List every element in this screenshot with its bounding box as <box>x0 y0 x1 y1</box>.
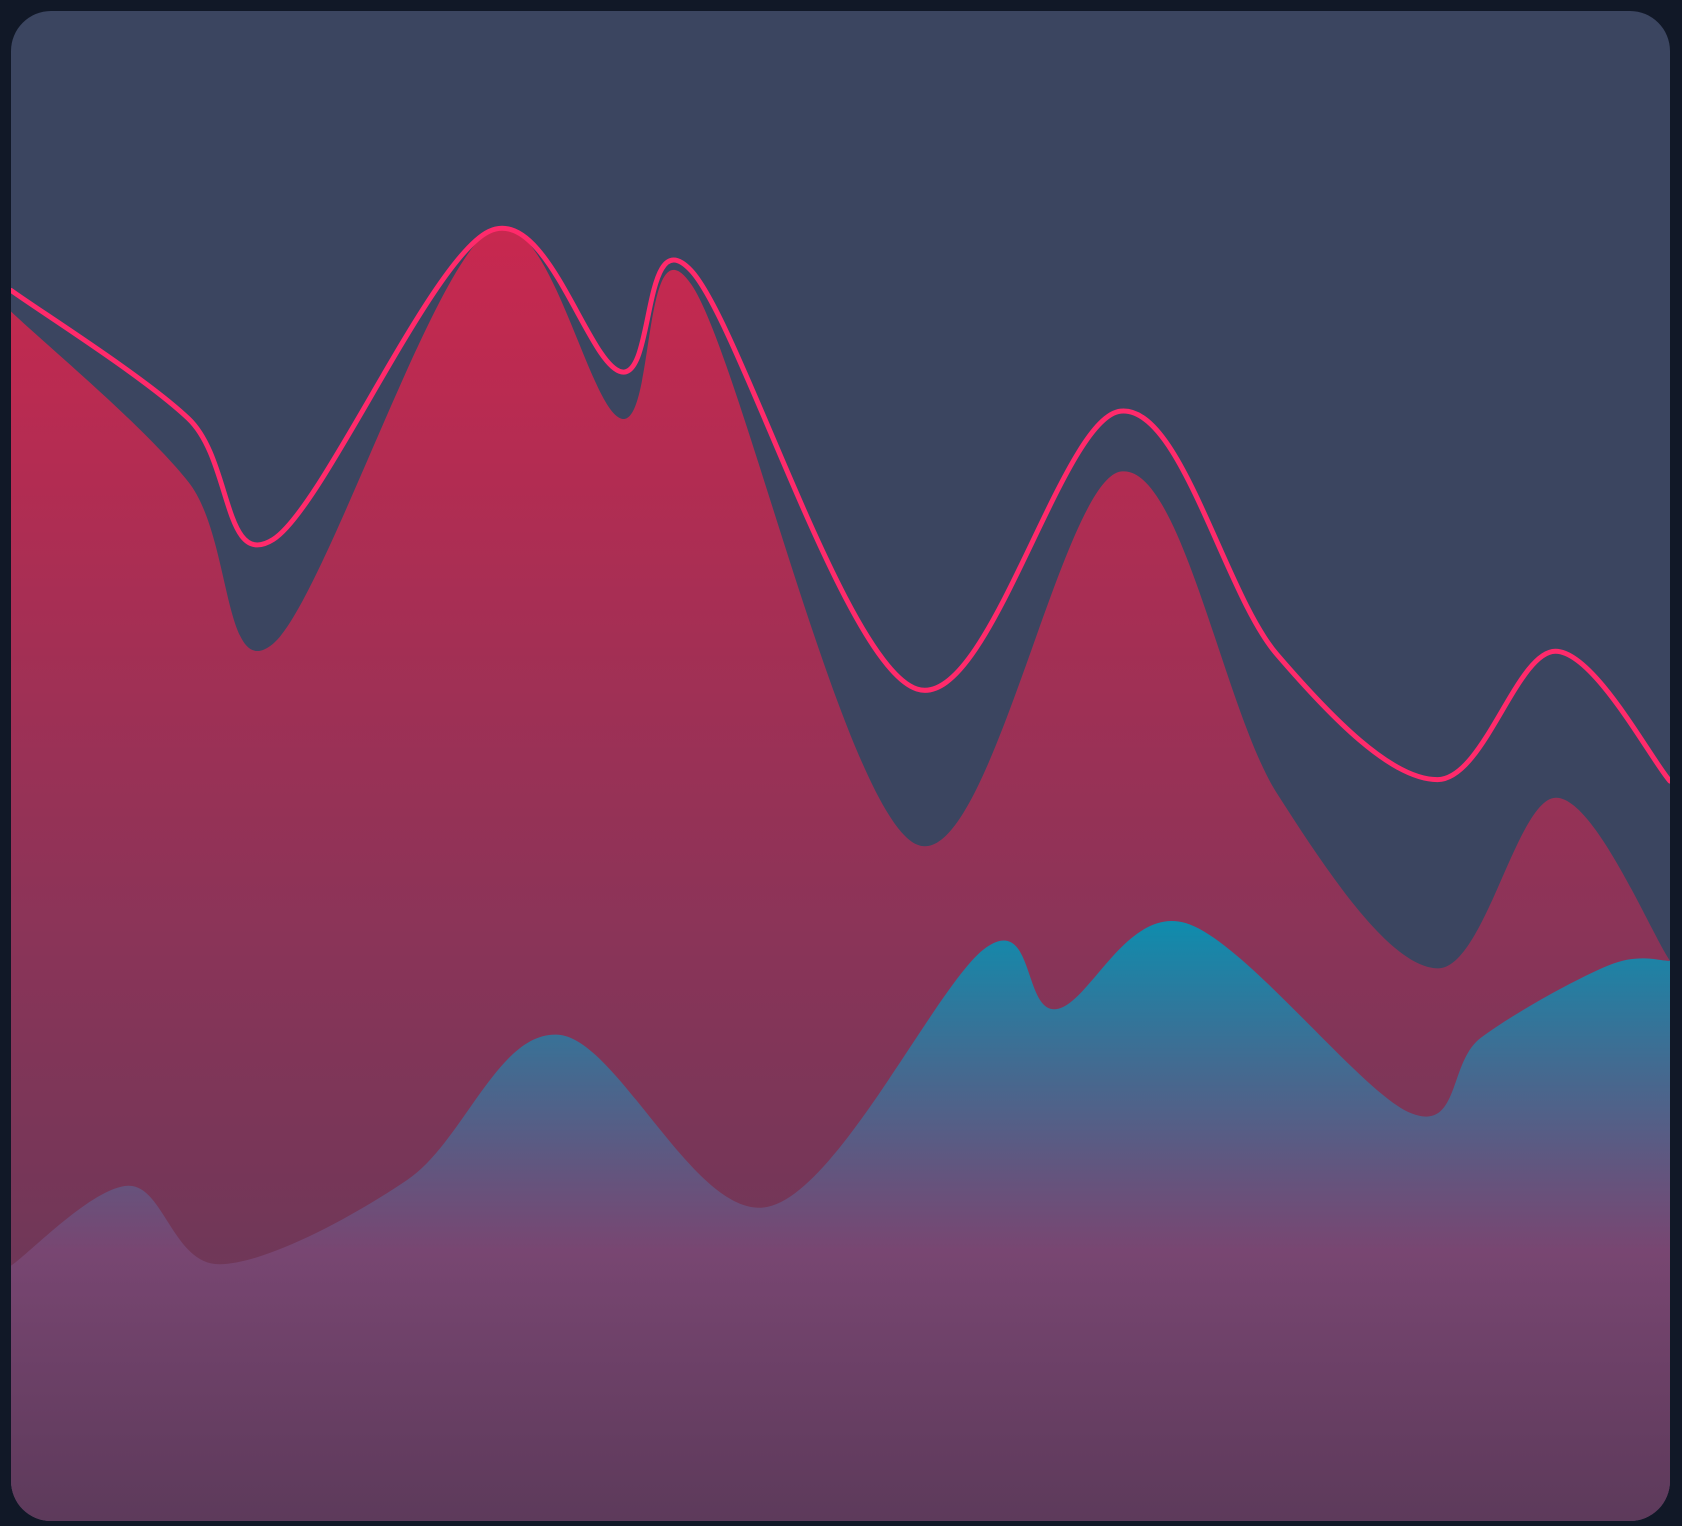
area <box>11 921 1670 1521</box>
line <box>11 225 1670 784</box>
plot-area <box>11 225 1670 1521</box>
